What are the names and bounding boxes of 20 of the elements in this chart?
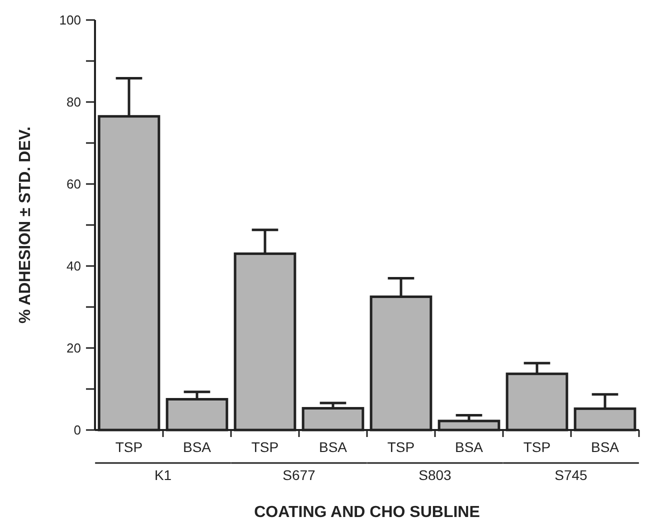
y-tick-label: 0 — [74, 422, 81, 438]
x-tick-label: TSP — [115, 439, 143, 455]
x-tick-label: BSA — [318, 439, 348, 455]
x-tick-label: TSP — [251, 439, 279, 455]
x-tick-label: BSA — [182, 439, 212, 455]
x-tick-label: TSP — [387, 439, 415, 455]
y-axis-title: % ADHESION ± STD. DEV. — [17, 126, 34, 324]
x-tick-label: TSP — [523, 439, 551, 455]
text: S745 — [554, 467, 588, 483]
text: S677 — [282, 467, 316, 483]
x-tick-label: BSA — [454, 439, 484, 455]
y-tick-label: 40 — [66, 258, 81, 274]
y-tick-label: 20 — [66, 340, 81, 356]
x-axis-title: COATING AND CHO SUBLINE — [254, 504, 480, 521]
text: K1 — [154, 467, 172, 483]
text: S803 — [418, 467, 452, 483]
x-tick-label: BSA — [590, 439, 620, 455]
y-tick-label: 100 — [59, 12, 81, 28]
y-tick-label: 60 — [66, 176, 81, 192]
y-tick-label: 80 — [66, 94, 81, 110]
